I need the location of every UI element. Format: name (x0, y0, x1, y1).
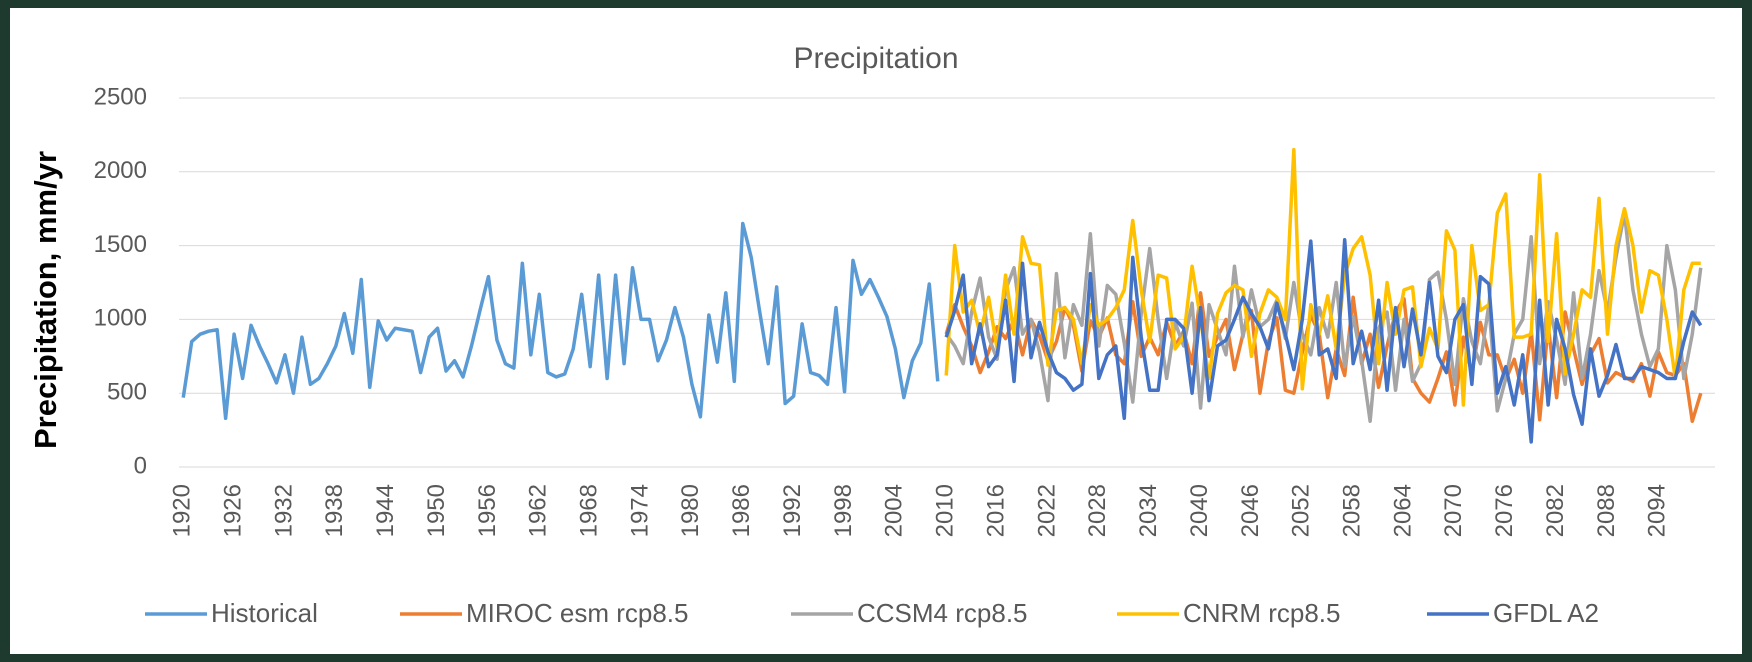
series-line (181, 221, 940, 421)
x-tick-label: 2082 (1542, 484, 1569, 537)
x-tick-label: 1956 (474, 484, 501, 537)
x-tick-label: 1998 (830, 484, 857, 537)
series-line (944, 147, 1701, 407)
x-tick-label: 2094 (1644, 484, 1671, 537)
x-tick-label: 1962 (525, 484, 552, 537)
x-tick-label: 1992 (779, 484, 806, 537)
legend-label: GFDL A2 (1493, 598, 1599, 628)
x-tick-label: 2028 (1084, 484, 1111, 537)
y-tick-label: 500 (107, 379, 147, 406)
x-tick-label: 1986 (728, 484, 755, 537)
legend-label: CNRM rcp8.5 (1183, 598, 1340, 628)
legend-label: MIROC esm rcp8.5 (466, 598, 689, 628)
legend-label: Historical (211, 598, 318, 628)
x-tick-label: 2010 (932, 484, 959, 537)
x-tick-label: 1944 (372, 484, 399, 537)
x-tick-label: 2040 (1186, 484, 1213, 537)
x-tick-label: 1932 (270, 484, 297, 537)
series-line (944, 237, 1703, 444)
y-tick-label: 2500 (94, 83, 147, 110)
y-tick-label: 0 (134, 452, 147, 479)
x-tick-label: 1938 (321, 484, 348, 537)
y-tick-label: 1000 (94, 305, 147, 332)
x-tick-label: 2016 (982, 484, 1009, 537)
x-tick-label: 2004 (881, 484, 908, 537)
y-tick-label: 1500 (94, 231, 147, 258)
legend-label: CCSM4 rcp8.5 (857, 598, 1028, 628)
chart-title: Precipitation (793, 42, 958, 75)
x-tick-label: 2088 (1593, 484, 1620, 537)
x-tick-label: 1920 (169, 484, 196, 537)
y-tick-label: 2000 (94, 157, 147, 184)
x-tick-label: 1980 (677, 484, 704, 537)
x-tick-label: 2076 (1491, 484, 1518, 537)
x-tick-label: 2046 (1237, 484, 1264, 537)
x-tick-label: 1926 (219, 484, 246, 537)
x-tick-label: 2034 (1135, 484, 1162, 537)
x-tick-label: 1968 (576, 484, 603, 537)
x-tick-label: 2022 (1033, 484, 1060, 537)
x-tick-label: 2052 (1288, 484, 1315, 537)
x-tick-label: 2064 (1389, 484, 1416, 537)
x-tick-label: 2070 (1440, 484, 1467, 537)
x-tick-label: 1974 (626, 484, 653, 537)
y-axis-label: Precipitation, mm/yr (28, 151, 63, 449)
x-tick-label: 2058 (1339, 484, 1366, 537)
x-tick-label: 1950 (423, 484, 450, 537)
